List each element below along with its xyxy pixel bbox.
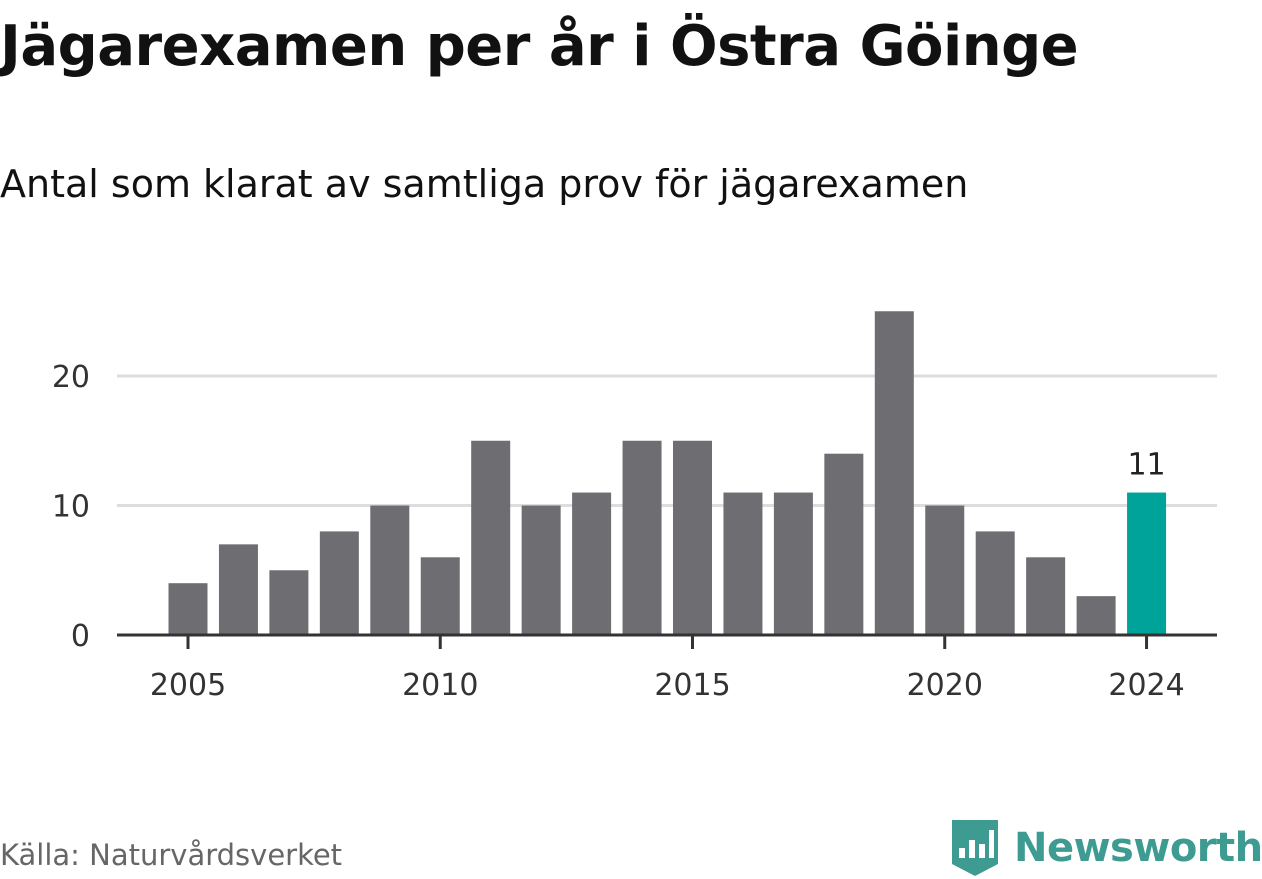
bar-2018 (824, 453, 864, 635)
bar-2009 (370, 505, 410, 635)
chart-subtitle: Antal som klarat av samtliga prov för jä… (0, 162, 969, 206)
bar-2005 (168, 583, 208, 635)
bar-2017 (773, 492, 813, 635)
brand-name: Newsworthy (1014, 825, 1262, 871)
bar-2010 (420, 557, 460, 635)
bar-2014 (622, 440, 662, 635)
newsworthy-logo-icon (952, 820, 998, 876)
bar-2022 (1026, 557, 1066, 635)
x-tick-label: 2005 (150, 668, 226, 703)
gridlines (117, 374, 1217, 507)
data-label-2024: 11 (1127, 448, 1165, 483)
bar-2013 (572, 492, 612, 635)
x-tick-label: 2015 (654, 668, 730, 703)
bar-2006 (218, 544, 258, 635)
bar-2012 (521, 505, 561, 635)
bar-2023 (1076, 596, 1116, 635)
axes: 0 10 20 2005 2010 2015 2020 2024 (52, 360, 1217, 703)
x-tick-label: 2010 (402, 668, 478, 703)
bar-2007 (269, 570, 309, 635)
y-tick-label: 0 (71, 619, 90, 654)
brand-logo: Newsworthy (950, 818, 1262, 878)
y-tick-label: 20 (52, 360, 90, 395)
x-tick-label: 2024 (1108, 668, 1184, 703)
y-tick-label: 10 (52, 490, 90, 525)
x-tick-label: 2020 (907, 668, 983, 703)
bar-2021 (975, 531, 1015, 635)
bar-2016 (723, 492, 763, 635)
bar-chart: 11 0 10 20 2005 2010 2015 2020 2024 (52, 311, 1217, 703)
bar-2011 (471, 440, 511, 635)
bar-2008 (319, 531, 359, 635)
bars: 11 (168, 311, 1167, 635)
bar-2020 (925, 505, 965, 635)
bar-2024 (1127, 492, 1167, 635)
source-note: Källa: Naturvårdsverket (0, 838, 343, 872)
bar-2019 (874, 311, 914, 635)
bar-2015 (673, 440, 712, 635)
chart-title: Jägarexamen per år i Östra Göinge (0, 14, 1079, 79)
